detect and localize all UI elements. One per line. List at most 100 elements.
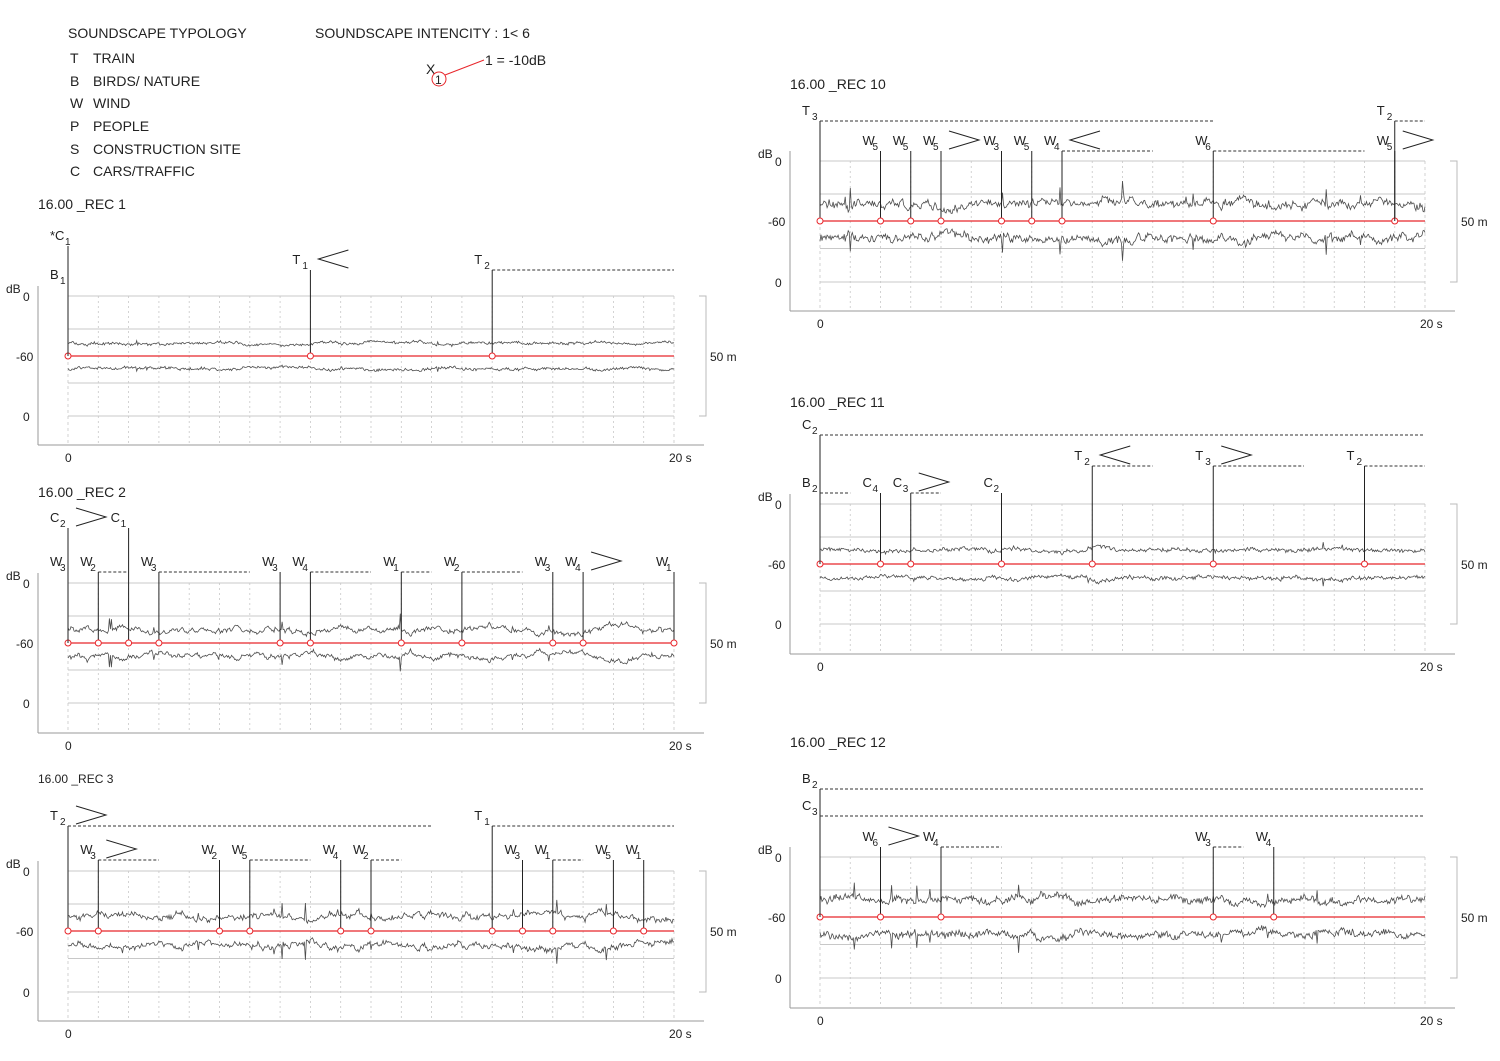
marker-subscript: 5 xyxy=(242,851,248,862)
marker-label: W xyxy=(353,842,366,857)
marker-subscript: 2 xyxy=(60,519,66,530)
intensity-index: 1 xyxy=(435,73,442,87)
direction-arrow xyxy=(1221,445,1253,465)
marker-subscript: 5 xyxy=(873,142,879,153)
direction-arrow xyxy=(75,507,108,527)
x-tick-label: 0 xyxy=(65,451,72,465)
marker-subscript: 1 xyxy=(121,519,127,530)
upper-trace xyxy=(67,613,675,638)
marker-label: W xyxy=(505,842,518,857)
x-tick-label: 20 s xyxy=(669,451,692,465)
marker-point xyxy=(94,927,102,935)
chart-title: 16.00 _REC 10 xyxy=(790,76,886,92)
marker-subscript: 4 xyxy=(302,563,308,574)
intensity-note: 1 = -10dB xyxy=(485,52,546,68)
marker-subscript: 1 xyxy=(545,851,551,862)
marker-subscript: 4 xyxy=(333,851,339,862)
range-label: 50 m xyxy=(710,637,737,651)
range-bracket xyxy=(1450,503,1458,625)
marker-label: C xyxy=(893,475,902,490)
direction-arrow xyxy=(948,130,981,150)
marker-label: W xyxy=(444,554,457,569)
marker-label: W xyxy=(80,842,93,857)
marker-label: W xyxy=(323,842,336,857)
marker-point xyxy=(579,639,587,647)
y-tick-label: 0 xyxy=(775,618,782,632)
marker-label: W xyxy=(863,133,876,148)
x-tick-label: 20 s xyxy=(669,1027,692,1041)
y-tick-label: 0 xyxy=(23,577,30,591)
lower-trace xyxy=(67,364,675,373)
direction-arrow xyxy=(316,249,349,269)
x-tick-label: 20 s xyxy=(1420,317,1443,331)
marker-label: W xyxy=(984,133,997,148)
marker-subscript: 4 xyxy=(575,563,581,574)
marker-point xyxy=(549,639,557,647)
marker-label: T xyxy=(802,103,810,118)
marker-subscript: 3 xyxy=(90,851,96,862)
marker-subscript: 4 xyxy=(873,484,879,495)
y-tick-label: 0 xyxy=(23,986,30,1000)
y-tick-label: 0 xyxy=(23,865,30,879)
direction-arrow xyxy=(106,839,139,859)
marker-label: T xyxy=(50,808,58,823)
marker-label: C xyxy=(984,475,993,490)
y-tick-label: 0 xyxy=(23,410,30,424)
marker-subscript: 2 xyxy=(994,484,1000,495)
marker-subscript: 3 xyxy=(272,563,278,574)
marker-subscript: 6 xyxy=(1205,142,1211,153)
y-tick-label: 0 xyxy=(23,697,30,711)
marker-subscript: 1 xyxy=(393,563,399,574)
marker-label: T xyxy=(1347,448,1355,463)
marker-point xyxy=(877,217,884,225)
marker-label: W xyxy=(626,842,639,857)
marker-label: W xyxy=(535,842,548,857)
range-bracket xyxy=(699,295,707,417)
marker-label: W xyxy=(1195,133,1208,148)
marker-point xyxy=(640,927,648,935)
marker-subscript: 3 xyxy=(60,563,66,574)
legend-label: BIRDS/ NATURE xyxy=(93,73,200,89)
y-tick-label: -60 xyxy=(16,637,34,651)
y-axis-label: dB xyxy=(6,857,21,871)
marker-subscript: 1 xyxy=(484,817,490,828)
marker-point xyxy=(907,217,915,225)
marker-label: W xyxy=(923,133,936,148)
y-tick-label: 0 xyxy=(775,851,782,865)
lower-trace xyxy=(819,573,1426,587)
marker-point xyxy=(125,639,133,647)
direction-arrow xyxy=(1402,130,1435,150)
direction-arrow xyxy=(1098,445,1131,465)
upper-trace xyxy=(819,180,1426,214)
y-tick-label: -60 xyxy=(768,911,786,925)
marker-point xyxy=(609,927,617,935)
lower-trace xyxy=(819,925,1426,953)
range-bracket xyxy=(1450,856,1458,979)
range-bracket xyxy=(699,582,707,704)
direction-arrow xyxy=(888,826,921,846)
marker-label: W xyxy=(232,842,245,857)
marker-point xyxy=(397,639,405,647)
marker-subscript: 2 xyxy=(212,851,218,862)
marker-point xyxy=(877,560,884,568)
range-label: 50 m xyxy=(1461,911,1488,925)
marker-point xyxy=(155,639,163,647)
typology-legend: SOUNDSCAPE TYPOLOGY T TRAIN B BIRDS/ NAT… xyxy=(68,25,247,179)
marker-label: W xyxy=(1014,133,1027,148)
marker-label: C xyxy=(802,417,811,432)
marker-label: T xyxy=(474,808,482,823)
marker-point xyxy=(337,927,345,935)
marker-point xyxy=(1209,560,1217,568)
marker-subscript: 1 xyxy=(302,261,308,272)
marker-label: W xyxy=(1377,133,1390,148)
marker-label: T xyxy=(1074,448,1082,463)
y-axis-label: dB xyxy=(758,843,773,857)
marker-subscript: 4 xyxy=(1266,838,1272,849)
marker-subscript: 3 xyxy=(903,484,909,495)
lower-trace xyxy=(67,937,675,964)
marker-subscript: 2 xyxy=(363,851,369,862)
marker-subscript: 2 xyxy=(454,563,460,574)
